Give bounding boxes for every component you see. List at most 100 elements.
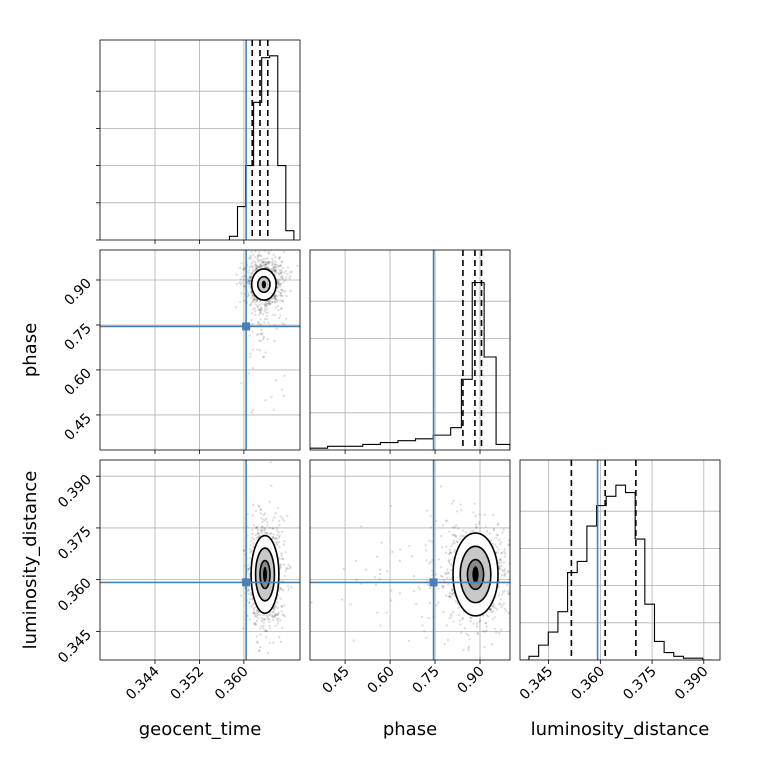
scatter-point: [256, 265, 259, 268]
scatter-point: [522, 604, 524, 606]
scatter-point: [516, 558, 518, 560]
scatter-point: [269, 302, 272, 305]
scatter-point: [259, 266, 262, 269]
scatter-point: [249, 352, 252, 355]
scatter-point: [251, 265, 254, 268]
scatter-point: [556, 569, 558, 571]
scatter-point: [268, 641, 271, 645]
scatter-point: [256, 305, 259, 308]
scatter-point: [259, 258, 263, 262]
scatter-point: [280, 276, 284, 280]
scatter-point: [541, 631, 543, 633]
scatter-point: [451, 542, 454, 545]
scatter-point: [258, 313, 261, 316]
scatter-point: [497, 548, 500, 551]
scatter-point: [254, 533, 257, 537]
scatter-point: [499, 602, 502, 605]
scatter-point: [248, 601, 251, 604]
ytick-label-luminosity_distance-1: 0.360: [55, 575, 95, 615]
scatter-point: [502, 569, 505, 573]
scatter-point: [492, 604, 495, 607]
scatter-point: [263, 266, 267, 269]
yaxis-label-phase: phase: [20, 323, 41, 377]
scatter-point: [271, 610, 275, 614]
scatter-point: [437, 558, 440, 561]
panel-body-geocent_time-vs-phase: [100, 214, 300, 450]
scatter-point: [268, 620, 271, 624]
scatter-point: [247, 277, 250, 280]
scatter-point: [276, 286, 279, 290]
scatter-point: [510, 556, 512, 558]
scatter-point: [257, 332, 260, 336]
density-core-geocent_time-vs-luminosity_distance: [263, 566, 267, 583]
frame-phase-vs-luminosity_distance: [309, 459, 511, 661]
scatter-point: [441, 575, 444, 578]
scatter-point: [472, 622, 475, 625]
scatter-point: [256, 616, 260, 620]
scatter-point: [263, 214, 265, 216]
scatter-point: [484, 525, 487, 528]
scatter-point: [552, 568, 554, 570]
scatter-point: [254, 263, 257, 266]
scatter-point: [454, 548, 457, 551]
scatter-point: [264, 262, 268, 265]
scatter-point: [250, 262, 254, 265]
scatter-point: [398, 592, 401, 595]
yaxis-label-luminosity_distance: luminosity_distance: [20, 471, 41, 650]
scatter-point: [282, 290, 285, 293]
scatter-point: [266, 311, 269, 314]
scatter-point: [279, 307, 283, 310]
scatter-point: [252, 247, 254, 249]
scatter-point: [288, 567, 292, 570]
scatter-point: [517, 592, 519, 594]
scatter-point: [527, 522, 529, 524]
scatter-point: [425, 636, 428, 640]
scatter-point: [280, 307, 283, 311]
scatter-point: [252, 606, 256, 610]
scatter-point: [249, 276, 253, 279]
scatter-point: [267, 301, 270, 305]
scatter-point: [255, 619, 259, 623]
scatter-point: [249, 255, 252, 259]
scatter-point: [492, 529, 496, 532]
scatter-point: [271, 261, 274, 265]
scatter-point: [277, 265, 280, 269]
scatter-point: [488, 532, 491, 535]
scatter-point: [263, 617, 266, 621]
scatter-point: [240, 275, 244, 279]
scatter-point: [262, 518, 265, 521]
scatter-point: [253, 622, 256, 626]
scatter-point: [246, 569, 250, 572]
scatter-point: [262, 618, 265, 621]
scatter-point: [451, 526, 455, 529]
scatter-point: [243, 247, 245, 249]
scatter-point: [246, 282, 249, 286]
scatter-point: [256, 257, 259, 261]
scatter-point: [259, 627, 262, 630]
scatter-point: [251, 312, 254, 315]
scatter-point: [280, 552, 283, 555]
scatter-point: [268, 624, 271, 627]
scatter-point: [246, 567, 249, 571]
scatter-point: [467, 648, 470, 652]
scatter-point: [286, 266, 290, 269]
scatter-point: [255, 635, 258, 638]
scatter-point: [255, 299, 258, 303]
scatter-point: [276, 622, 279, 625]
scatter-point: [273, 269, 276, 273]
scatter-point: [482, 629, 485, 633]
scatter-point: [497, 538, 501, 542]
scatter-point: [435, 604, 438, 607]
scatter-point: [240, 281, 244, 284]
scatter-point: [262, 260, 265, 264]
scatter-point: [257, 535, 260, 539]
scatter-point: [540, 603, 542, 605]
scatter-point: [540, 570, 542, 572]
scatter-point: [273, 301, 277, 304]
scatter-point: [274, 605, 277, 608]
scatter-point: [441, 585, 445, 589]
scatter-point: [283, 374, 286, 377]
scatter-point: [267, 261, 271, 264]
scatter-point: [267, 250, 270, 254]
scatter-point: [263, 264, 267, 267]
